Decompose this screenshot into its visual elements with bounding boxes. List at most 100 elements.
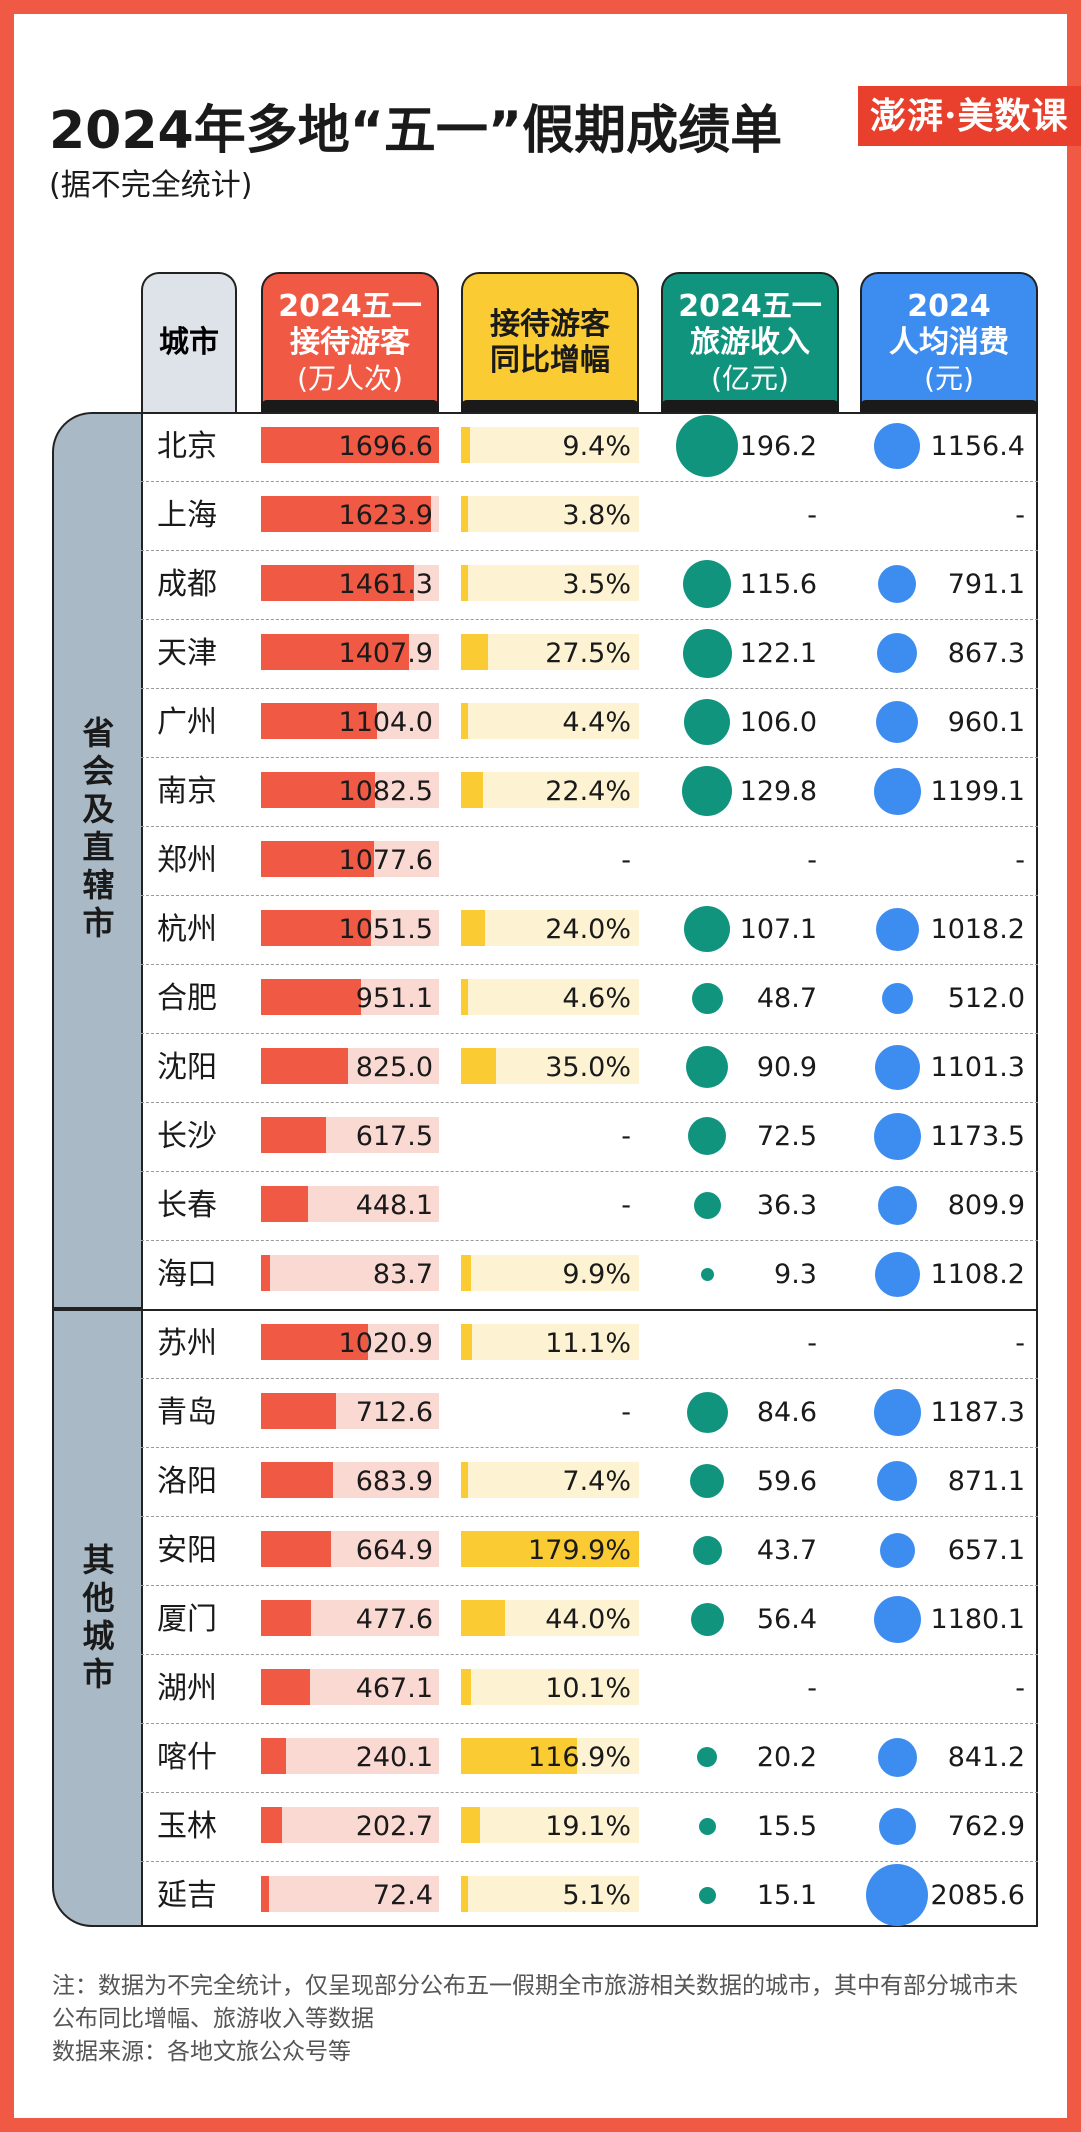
spend-value: 657.1 <box>947 1535 1025 1566</box>
growth-bar-track <box>461 1255 639 1291</box>
growth-bar <box>461 496 468 532</box>
table-row: 长沙 617.5 - 72.5 1173.5 <box>141 1102 1038 1171</box>
growth-bar <box>461 772 483 808</box>
growth-bar-track <box>461 910 639 946</box>
city-name: 沈阳 <box>157 1050 217 1085</box>
growth-bar <box>461 1531 639 1567</box>
group-label-other: 其他城市 <box>82 1541 115 1693</box>
revenue-value: 36.3 <box>756 1190 817 1221</box>
growth-value: 4.4% <box>562 707 631 738</box>
growth-bar <box>461 1669 471 1705</box>
revenue-value: - <box>807 845 817 876</box>
growth-value: 11.1% <box>545 1328 631 1359</box>
visitors-bar <box>261 1048 348 1084</box>
visitors-bar <box>261 565 414 601</box>
visitors-value: 1051.5 <box>338 914 433 945</box>
revenue-value: 122.1 <box>739 638 817 669</box>
visitors-bar <box>261 1324 368 1360</box>
revenue-circle <box>682 766 732 816</box>
growth-value: - <box>621 1121 631 1152</box>
visitors-bar <box>261 1255 270 1291</box>
row-separator <box>141 1102 1038 1103</box>
spend-circle <box>877 1461 917 1501</box>
table-row: 广州 1104.0 4.4% 106.0 960.1 <box>141 688 1038 757</box>
visitors-value: 467.1 <box>355 1673 433 1704</box>
city-name: 厦门 <box>157 1602 217 1637</box>
table-row: 天津 1407.9 27.5% 122.1 867.3 <box>141 619 1038 688</box>
revenue-circle <box>684 906 730 952</box>
header-revenue: 2024五一 旅游收入 (亿元) <box>661 272 839 412</box>
growth-value: - <box>621 1397 631 1428</box>
growth-bar-track <box>461 1324 639 1360</box>
growth-bar <box>461 1738 577 1774</box>
spend-value: - <box>1015 845 1025 876</box>
group-separator <box>52 1309 1038 1311</box>
spend-value: 1199.1 <box>930 776 1025 807</box>
spend-circle <box>877 1737 917 1777</box>
spend-value: 809.9 <box>947 1190 1025 1221</box>
revenue-value: 20.2 <box>756 1742 817 1773</box>
visitors-bar <box>261 1738 286 1774</box>
spend-circle <box>873 1595 921 1643</box>
header-city: 城市 <box>141 272 237 412</box>
city-name: 合肥 <box>157 981 217 1016</box>
growth-value: 3.8% <box>562 500 631 531</box>
growth-value: 5.1% <box>562 1880 631 1911</box>
spend-circle <box>877 1185 917 1225</box>
revenue-circle <box>686 1391 728 1433</box>
revenue-value: 72.5 <box>756 1121 817 1152</box>
spend-circle <box>873 1388 921 1436</box>
visitors-bar-track <box>261 1738 439 1774</box>
growth-bar <box>461 1255 471 1291</box>
header-underline-visitors <box>261 400 439 412</box>
growth-value: 3.5% <box>562 569 631 600</box>
header-underline-growth <box>461 400 639 412</box>
growth-bar-track <box>461 427 639 463</box>
growth-value: 9.9% <box>562 1259 631 1290</box>
row-separator <box>141 1516 1038 1517</box>
revenue-value: 15.5 <box>756 1811 817 1842</box>
visitors-bar-track <box>261 1255 439 1291</box>
growth-bar-track <box>461 1669 639 1705</box>
row-separator <box>141 757 1038 758</box>
growth-value: 44.0% <box>545 1604 631 1635</box>
city-name: 喀什 <box>157 1740 217 1775</box>
growth-value: 9.4% <box>562 431 631 462</box>
growth-bar <box>461 1807 480 1843</box>
spend-value: 512.0 <box>947 983 1025 1014</box>
growth-bar-track <box>461 1462 639 1498</box>
spend-circle <box>875 907 919 951</box>
visitors-bar <box>261 979 361 1015</box>
visitors-value: 1696.6 <box>338 431 433 462</box>
spend-value: 867.3 <box>947 638 1025 669</box>
table-row: 厦门 477.6 44.0% 56.4 1180.1 <box>141 1585 1038 1654</box>
visitors-value: 1407.9 <box>338 638 433 669</box>
table-row: 湖州 467.1 10.1% - - <box>141 1654 1038 1723</box>
spend-value: - <box>1015 1328 1025 1359</box>
growth-bar-track <box>461 979 639 1015</box>
revenue-value: 59.6 <box>756 1466 817 1497</box>
growth-bar <box>461 427 470 463</box>
visitors-bar-track <box>261 1876 439 1912</box>
visitors-value: 1077.6 <box>338 845 433 876</box>
spend-value: 1108.2 <box>930 1259 1025 1290</box>
spend-value: 1018.2 <box>930 914 1025 945</box>
visitors-bar <box>261 772 375 808</box>
growth-bar-track <box>461 703 639 739</box>
city-name: 上海 <box>157 498 217 533</box>
revenue-value: - <box>807 1673 817 1704</box>
city-name: 洛阳 <box>157 1464 217 1499</box>
visitors-value: 1623.9 <box>338 500 433 531</box>
header-spend-label: 2024 人均消费 <box>889 289 1009 360</box>
growth-value: 22.4% <box>545 776 631 807</box>
growth-value: 27.5% <box>545 638 631 669</box>
row-separator <box>141 826 1038 827</box>
city-name: 成都 <box>157 567 217 602</box>
table-row: 杭州 1051.5 24.0% 107.1 1018.2 <box>141 895 1038 964</box>
spend-circle <box>874 1044 920 1090</box>
city-name: 天津 <box>157 636 217 671</box>
revenue-circle <box>698 1886 716 1904</box>
table-row: 上海 1623.9 3.8% - - <box>141 481 1038 550</box>
spend-circle <box>866 1864 928 1926</box>
growth-bar <box>461 1324 472 1360</box>
